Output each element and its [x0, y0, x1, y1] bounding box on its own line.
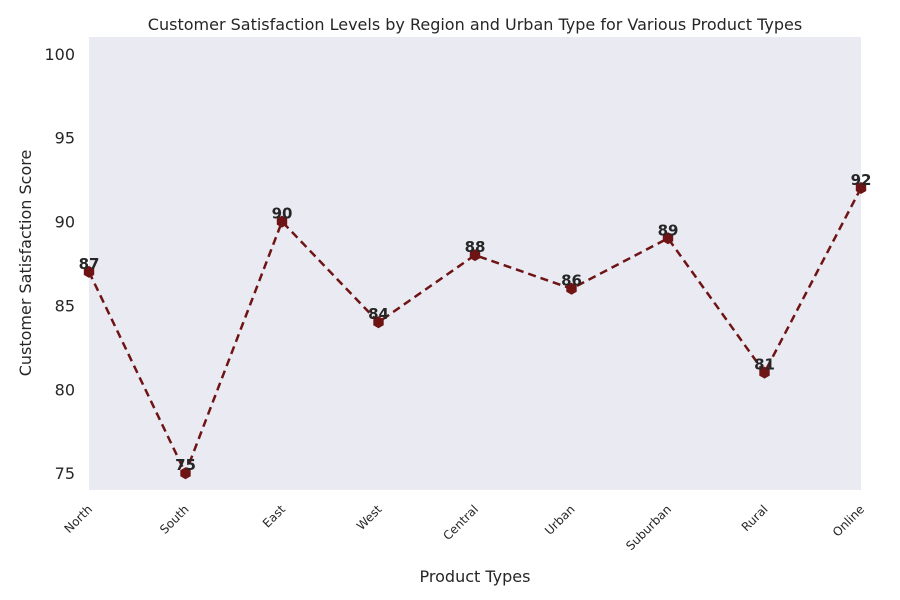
data-label: 84: [368, 305, 389, 323]
data-label: 86: [561, 272, 582, 290]
series-line: [87, 187, 863, 477]
y-tick-label: 85: [55, 296, 75, 315]
plot-area: [89, 37, 861, 490]
data-label: 92: [851, 171, 872, 189]
data-point: [566, 282, 577, 295]
x-tick-label: Online: [830, 502, 867, 539]
x-tick-label: Urban: [542, 502, 578, 538]
data-point: [276, 215, 288, 228]
y-tick-label: 100: [44, 45, 75, 64]
x-axis-ticks: North South East West Central Urban Suburban Ru…: [61, 502, 867, 553]
y-axis-label: Customer Satisfaction Score: [16, 150, 35, 377]
data-label: 88: [465, 238, 486, 256]
data-point: [180, 467, 191, 480]
y-tick-label: 80: [55, 380, 75, 399]
data-label: 81: [754, 356, 775, 374]
data-label: 87: [79, 255, 100, 273]
x-tick-label: East: [260, 502, 288, 530]
x-tick-label: Rural: [739, 502, 771, 534]
y-axis-ticks: 75 80 85 90 95 100: [44, 45, 75, 483]
data-label: 75: [175, 456, 196, 474]
x-tick-label: South: [157, 502, 192, 537]
data-label: 90: [272, 205, 293, 223]
y-tick-label: 75: [55, 464, 75, 483]
data-point: [855, 182, 867, 194]
y-tick-label: 95: [55, 129, 75, 148]
chart-title: Customer Satisfaction Levels by Region a…: [148, 15, 802, 34]
data-point: [662, 232, 674, 245]
data-labels: 87 75 90 84 88 86 89 81 92: [79, 171, 872, 474]
data-label: 89: [658, 221, 679, 239]
x-tick-label: Suburban: [623, 502, 674, 553]
x-tick-label: North: [61, 502, 95, 536]
x-axis-label: Product Types: [420, 567, 531, 586]
data-markers: [83, 182, 867, 480]
data-point: [759, 366, 770, 379]
x-tick-label: Central: [440, 502, 481, 543]
x-tick-label: West: [354, 502, 385, 533]
data-point: [373, 316, 384, 329]
data-point: [83, 265, 95, 278]
y-tick-label: 90: [55, 213, 75, 232]
data-point: [469, 249, 481, 262]
